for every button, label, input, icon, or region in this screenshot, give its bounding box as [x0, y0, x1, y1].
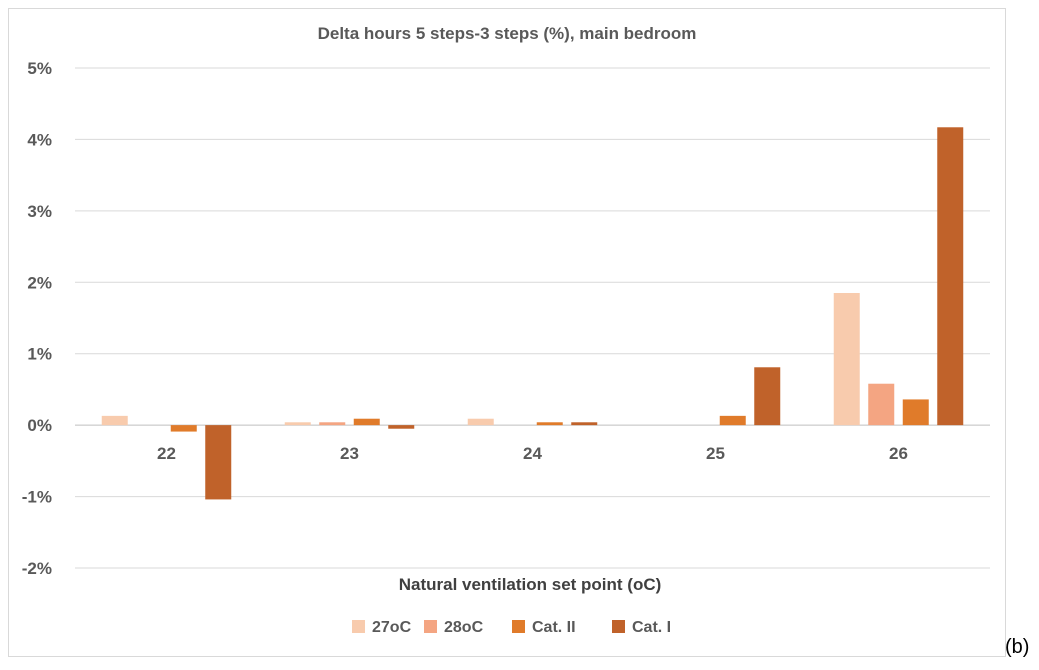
legend-label: 27oC: [372, 619, 412, 636]
y-tick-label: 0%: [27, 416, 52, 435]
x-axis-label: Natural ventilation set point (oC): [399, 575, 662, 594]
bar: [467, 418, 494, 426]
legend-label: 28oC: [444, 619, 484, 636]
panel-label: (b): [1005, 636, 1030, 658]
bar: [719, 415, 746, 426]
legend-label: Cat. I: [632, 619, 671, 636]
chart-title: Delta hours 5 steps-3 steps (%), main be…: [318, 24, 697, 43]
bar-layer: [101, 127, 964, 500]
bar: [353, 418, 380, 426]
bar: [868, 383, 895, 426]
legend-swatch: [612, 620, 625, 633]
bar: [319, 422, 346, 426]
x-tick-label: 22: [157, 444, 176, 463]
bar: [388, 425, 415, 429]
bar: [937, 127, 964, 426]
legend-swatch: [352, 620, 365, 633]
bar: [754, 367, 781, 426]
x-tick-label: 23: [340, 444, 359, 463]
y-tick-label: -2%: [22, 559, 52, 578]
bar: [101, 415, 128, 426]
bar: [536, 422, 563, 426]
legend: 27oC 28oC Cat. II Cat. I: [352, 619, 671, 636]
legend-swatch: [424, 620, 437, 633]
x-tick-label: 24: [523, 444, 542, 463]
x-tick-labels: 22 23 24 25 26: [157, 444, 908, 463]
bar: [833, 293, 860, 426]
bar: [902, 399, 929, 426]
bar: [571, 422, 598, 426]
bar: [284, 422, 311, 426]
y-tick-label: 3%: [27, 202, 52, 221]
legend-swatch: [512, 620, 525, 633]
y-tick-label: -1%: [22, 488, 52, 507]
legend-label: Cat. II: [532, 619, 576, 636]
y-tick-labels: -2% -1% 0% 1% 2% 3% 4% 5%: [22, 59, 52, 578]
y-tick-label: 1%: [27, 345, 52, 364]
y-tick-label: 5%: [27, 59, 52, 78]
x-tick-label: 25: [706, 444, 725, 463]
x-tick-label: 26: [889, 444, 908, 463]
bar: [170, 425, 197, 432]
y-tick-label: 2%: [27, 273, 52, 292]
y-tick-label: 4%: [27, 130, 52, 149]
bar: [205, 425, 232, 500]
